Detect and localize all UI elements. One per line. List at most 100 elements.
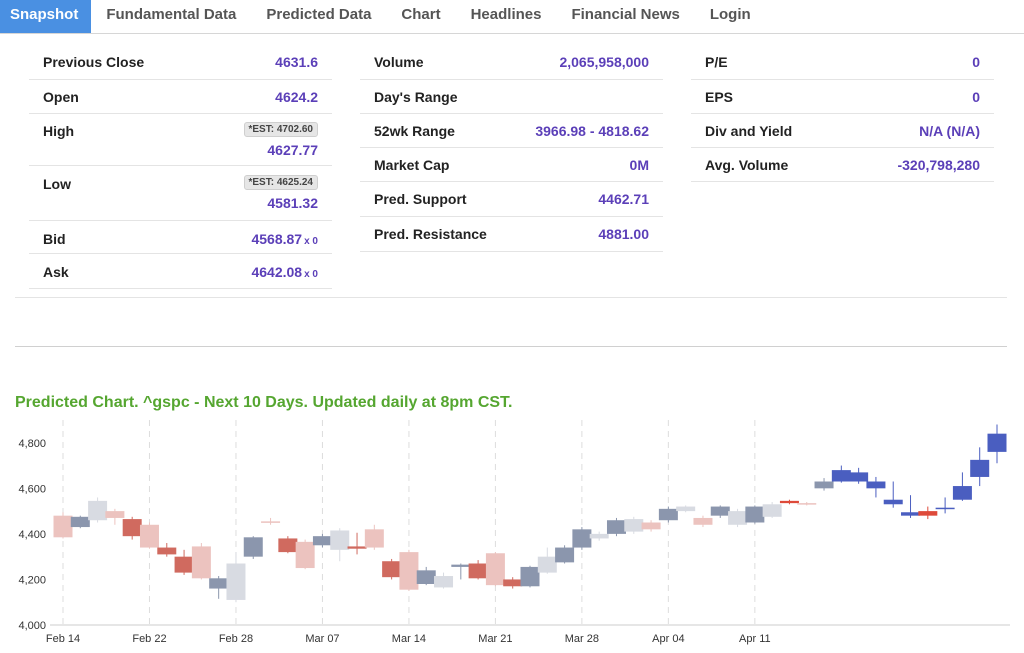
x-tick-label: Mar 07 (305, 633, 339, 645)
label-avg-volume: Avg. Volume (705, 157, 789, 173)
candle-body (191, 546, 211, 579)
row-pred-support: Pred. Support 4462.71 (360, 182, 663, 217)
chart-divider (15, 346, 1007, 347)
candle-body (676, 506, 696, 512)
row-ask: Ask 4642.08 x 0 (29, 254, 332, 289)
x-tick-label: Feb 22 (132, 633, 166, 645)
value-high: 4627.77 (267, 142, 318, 158)
label-days-range: Day's Range (374, 89, 458, 105)
predicted-candlestick-chart: 4,000 4,200 4,400 4,600 4,800 Feb 14 Feb 22 Feb… (18, 420, 1010, 645)
candle-body (555, 547, 575, 563)
candle-body (641, 522, 661, 530)
bid-price: 4568.87 (251, 231, 303, 247)
candle-body (952, 486, 972, 500)
label-previous-close: Previous Close (43, 54, 145, 70)
value-pred-support: 4462.71 (598, 191, 649, 207)
candle-body (399, 552, 419, 590)
tab-financial-news[interactable]: Financial News (571, 6, 680, 23)
candle-body (693, 517, 713, 525)
value-eps: 0 (972, 89, 980, 105)
candle-body (624, 519, 644, 532)
tab-headlines[interactable]: Headlines (470, 6, 542, 23)
tab-bar: Snapshot Fundamental Data Predicted Data… (0, 0, 1024, 34)
candle-body (347, 546, 367, 549)
y-tick-label: 4,800 (18, 438, 46, 450)
candle-body (157, 547, 177, 555)
ask-price: 4642.08 (251, 264, 303, 280)
candle-body (520, 566, 540, 587)
row-previous-close: Previous Close 4631.6 (29, 45, 332, 80)
quote-column-2: Volume 2,065,958,000 Day's Range 52wk Ra… (360, 45, 663, 252)
value-pe: 0 (972, 54, 980, 70)
candle-body (883, 499, 903, 505)
row-days-range: Day's Range (360, 80, 663, 114)
chart-title: Predicted Chart. ^gspc - Next 10 Days. U… (15, 394, 513, 411)
candle-body (572, 529, 592, 548)
candle-body (70, 516, 90, 528)
candle-body (364, 529, 384, 548)
label-eps: EPS (705, 89, 734, 105)
label-pred-support: Pred. Support (374, 191, 467, 207)
candle-body (451, 564, 471, 567)
y-tick-label: 4,600 (18, 483, 46, 495)
value-volume: 2,065,958,000 (559, 54, 649, 70)
candle-body (53, 515, 73, 538)
candle-body (139, 524, 159, 548)
candle-body (382, 561, 402, 578)
candle-body (970, 459, 990, 477)
candle-body (278, 538, 298, 553)
candle-body (797, 503, 817, 505)
candle-body (261, 521, 281, 523)
row-avg-volume: Avg. Volume -320,798,280 (691, 148, 994, 182)
label-open: Open (43, 89, 79, 105)
row-pred-resistance: Pred. Resistance 4881.00 (360, 217, 663, 252)
candle-body (831, 470, 851, 482)
candle-body (226, 563, 246, 600)
value-div-yield: N/A (N/A) (919, 123, 980, 139)
candle-body (710, 506, 730, 516)
tab-login[interactable]: Login (709, 6, 751, 23)
row-pe: P/E 0 (691, 45, 994, 80)
candle-body (88, 500, 108, 521)
candle-body (330, 530, 350, 550)
x-tick-label: Apr 04 (652, 633, 684, 645)
candle-body (174, 556, 194, 573)
label-bid: Bid (43, 231, 66, 247)
candle-body (243, 537, 263, 557)
estimate-badge-low: *EST: 4625.24 (243, 175, 318, 190)
candle-body (312, 536, 332, 546)
x-tick-label: Mar 28 (565, 633, 599, 645)
tab-predicted-data[interactable]: Predicted Data (266, 6, 372, 23)
row-eps: EPS 0 (691, 80, 994, 114)
value-market-cap: 0M (629, 157, 649, 173)
tab-chart[interactable]: Chart (401, 6, 441, 23)
row-open: Open 4624.2 (29, 80, 332, 114)
candle-body (745, 506, 765, 523)
candle-body (987, 433, 1007, 452)
value-avg-volume: -320,798,280 (897, 157, 980, 173)
label-ask: Ask (43, 264, 69, 280)
value-open: 4624.2 (275, 89, 318, 105)
tab-snapshot[interactable]: Snapshot (0, 0, 92, 33)
candle-body (849, 472, 869, 482)
row-volume: Volume 2,065,958,000 (360, 45, 663, 80)
candle-body (416, 570, 436, 584)
quote-column-1: Previous Close 4631.6 Open 4624.2 High *… (29, 45, 332, 289)
label-low: Low (43, 176, 71, 192)
quote-column-3: P/E 0 EPS 0 Div and Yield N/A (N/A) Avg.… (691, 45, 994, 182)
candle-body (814, 481, 834, 489)
candle-body (503, 579, 523, 587)
label-div-yield: Div and Yield (705, 123, 793, 139)
section-divider (15, 297, 1007, 298)
label-volume: Volume (374, 54, 424, 70)
candle-body (295, 541, 315, 569)
label-52wk-range: 52wk Range (374, 123, 455, 139)
candle-body (485, 553, 505, 586)
y-tick-label: 4,200 (18, 574, 46, 586)
value-pred-resistance: 4881.00 (598, 226, 649, 242)
ask-size: x 0 (304, 269, 318, 280)
label-high: High (43, 123, 75, 139)
tab-fundamental-data[interactable]: Fundamental Data (106, 6, 237, 23)
row-low: Low *EST: 4625.24 4581.32 (29, 166, 332, 221)
row-market-cap: Market Cap 0M (360, 148, 663, 182)
